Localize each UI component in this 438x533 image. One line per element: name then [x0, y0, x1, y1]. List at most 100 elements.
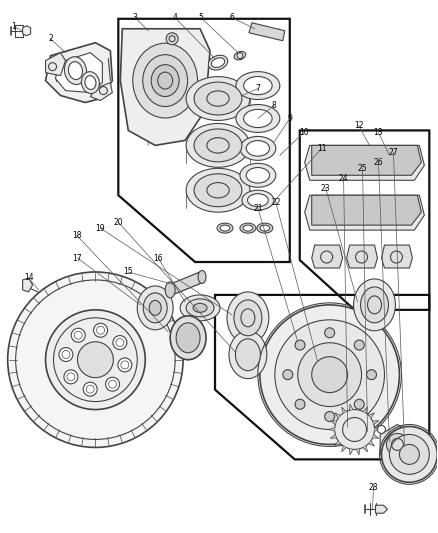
- Polygon shape: [350, 449, 353, 455]
- Polygon shape: [335, 413, 340, 418]
- Polygon shape: [305, 195, 424, 230]
- Circle shape: [260, 305, 399, 445]
- Ellipse shape: [186, 124, 250, 167]
- Ellipse shape: [68, 62, 82, 79]
- Ellipse shape: [137, 286, 173, 330]
- Circle shape: [298, 343, 361, 407]
- Text: 8: 8: [272, 101, 276, 110]
- Circle shape: [64, 370, 78, 384]
- Text: 20: 20: [113, 217, 123, 227]
- Ellipse shape: [194, 174, 242, 207]
- Ellipse shape: [186, 168, 250, 212]
- Ellipse shape: [64, 56, 87, 85]
- Polygon shape: [305, 146, 424, 180]
- Circle shape: [59, 348, 73, 361]
- Text: 18: 18: [72, 231, 81, 240]
- Ellipse shape: [243, 225, 253, 231]
- Polygon shape: [120, 29, 210, 146]
- Text: 2: 2: [48, 34, 53, 43]
- Ellipse shape: [143, 293, 167, 323]
- Ellipse shape: [151, 64, 179, 96]
- Ellipse shape: [165, 282, 175, 298]
- Ellipse shape: [257, 223, 273, 233]
- Polygon shape: [363, 407, 367, 413]
- Circle shape: [386, 433, 408, 455]
- Polygon shape: [342, 407, 346, 413]
- Polygon shape: [375, 505, 388, 513]
- Ellipse shape: [217, 223, 233, 233]
- Text: 19: 19: [95, 224, 105, 232]
- Circle shape: [354, 340, 364, 350]
- Text: 5: 5: [198, 13, 204, 22]
- Text: 26: 26: [374, 158, 383, 167]
- Text: 28: 28: [369, 483, 378, 492]
- Polygon shape: [330, 434, 336, 438]
- Polygon shape: [342, 446, 346, 452]
- Circle shape: [335, 409, 374, 449]
- Text: 10: 10: [299, 128, 308, 137]
- Text: 23: 23: [321, 184, 331, 193]
- Polygon shape: [363, 446, 367, 452]
- Circle shape: [295, 340, 305, 350]
- Ellipse shape: [260, 225, 270, 231]
- Text: 21: 21: [253, 204, 263, 213]
- Polygon shape: [46, 53, 66, 76]
- Ellipse shape: [240, 223, 256, 233]
- Text: 15: 15: [124, 268, 133, 277]
- Text: 17: 17: [73, 254, 82, 263]
- Circle shape: [78, 342, 113, 378]
- Ellipse shape: [236, 71, 280, 100]
- Text: 11: 11: [317, 144, 326, 153]
- Ellipse shape: [242, 190, 274, 210]
- Polygon shape: [356, 404, 360, 410]
- Text: 1: 1: [11, 22, 16, 31]
- Circle shape: [83, 382, 97, 396]
- Ellipse shape: [133, 43, 198, 118]
- Text: 14: 14: [24, 273, 33, 282]
- Polygon shape: [312, 245, 343, 268]
- Ellipse shape: [208, 55, 228, 70]
- Circle shape: [381, 426, 437, 482]
- Text: 16: 16: [153, 254, 163, 263]
- Circle shape: [94, 324, 108, 337]
- Polygon shape: [168, 272, 204, 295]
- Circle shape: [354, 399, 364, 409]
- Text: 22: 22: [271, 198, 281, 207]
- Circle shape: [113, 336, 127, 350]
- Ellipse shape: [211, 58, 225, 68]
- Ellipse shape: [186, 299, 214, 317]
- Text: 13: 13: [374, 128, 383, 137]
- Ellipse shape: [244, 109, 272, 127]
- Ellipse shape: [229, 331, 267, 378]
- Circle shape: [367, 370, 377, 379]
- Ellipse shape: [176, 323, 200, 353]
- Polygon shape: [328, 428, 335, 431]
- Circle shape: [71, 328, 85, 342]
- Polygon shape: [350, 404, 353, 410]
- Polygon shape: [23, 26, 31, 36]
- Polygon shape: [23, 278, 32, 292]
- Ellipse shape: [236, 339, 260, 370]
- Circle shape: [378, 425, 385, 433]
- Ellipse shape: [240, 163, 276, 187]
- Text: 3: 3: [133, 13, 138, 22]
- Ellipse shape: [234, 51, 246, 60]
- Circle shape: [8, 272, 183, 447]
- Polygon shape: [330, 421, 336, 424]
- Circle shape: [389, 434, 429, 474]
- Ellipse shape: [246, 167, 269, 183]
- Ellipse shape: [234, 300, 262, 336]
- Ellipse shape: [180, 295, 220, 321]
- Ellipse shape: [220, 225, 230, 231]
- Ellipse shape: [143, 55, 187, 107]
- Ellipse shape: [353, 279, 396, 331]
- Ellipse shape: [246, 141, 269, 156]
- Circle shape: [166, 33, 178, 45]
- Ellipse shape: [247, 193, 268, 207]
- Ellipse shape: [85, 76, 96, 90]
- Polygon shape: [381, 245, 413, 268]
- Polygon shape: [374, 428, 381, 431]
- Text: 27: 27: [389, 148, 398, 157]
- Text: 25: 25: [358, 164, 367, 173]
- Circle shape: [325, 411, 335, 422]
